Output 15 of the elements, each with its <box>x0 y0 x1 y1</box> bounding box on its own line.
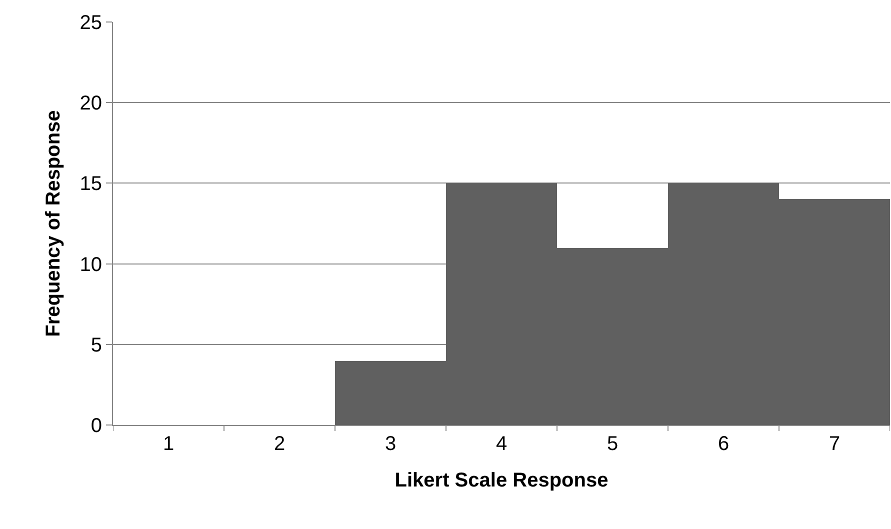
y-tick-label: 25 <box>80 12 102 34</box>
x-tick-label: 6 <box>718 433 730 455</box>
y-tick-label: 15 <box>80 173 102 196</box>
x-tick-label: 2 <box>274 433 286 455</box>
y-tick-label: 10 <box>80 254 102 276</box>
y-tick-label: 20 <box>80 92 102 115</box>
x-tick-label: 7 <box>828 433 840 455</box>
x-tick-label: 4 <box>496 433 508 455</box>
x-axis-title: Likert Scale Response <box>394 470 608 492</box>
x-tick-label: 3 <box>384 433 396 455</box>
y-axis-title: Frequency of Response <box>42 110 64 337</box>
y-tick-label: 0 <box>90 415 102 437</box>
x-tick-label: 5 <box>606 433 618 455</box>
x-tick-label: 1 <box>162 433 174 455</box>
y-tick-label: 5 <box>90 334 102 356</box>
